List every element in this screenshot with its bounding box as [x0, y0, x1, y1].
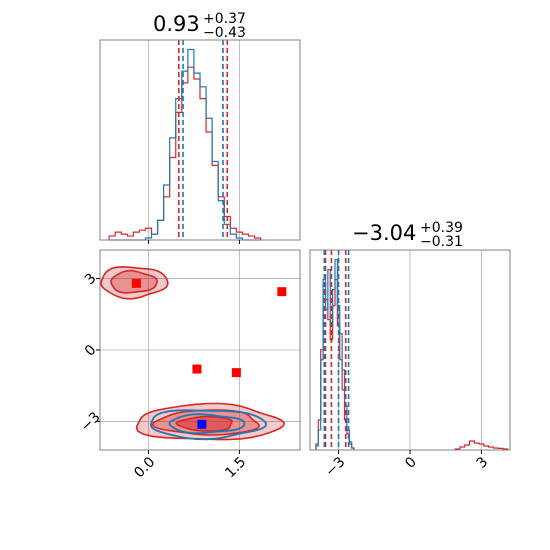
y-tick-label-param2: 3	[82, 270, 100, 288]
scatter-marker	[197, 419, 207, 429]
contour-plot-area	[100, 250, 300, 450]
histogram-param2	[309, 249, 511, 451]
y-tick-label-param2: 0	[82, 342, 100, 360]
contour-param1-param2	[99, 249, 301, 451]
x-tick-label-param1: 1.5	[222, 454, 249, 481]
hist1-frame	[99, 39, 301, 241]
hist2-red-bump	[454, 440, 509, 450]
hist1-series-red	[108, 66, 262, 240]
param2-title: −3.04	[352, 221, 416, 245]
param1-title-sup: +0.37	[203, 11, 246, 27]
contour-blue-level	[150, 409, 268, 441]
x-tick-label-param2: 0	[402, 454, 420, 472]
hist2-series-red	[315, 278, 355, 450]
scatter-marker	[231, 368, 241, 378]
hist1-series-blue	[109, 48, 261, 241]
x-tick-labels-param2: −3 0 3	[323, 450, 492, 480]
param1-title: 0.93	[153, 12, 200, 36]
x-tick-label-param2: 3	[474, 454, 492, 472]
histogram-param1	[99, 39, 301, 241]
param2-title-sup: +0.39	[420, 220, 463, 236]
scatter-marker	[277, 287, 287, 297]
param1-title-sub: −0.43	[203, 25, 246, 41]
scatter-marker	[192, 364, 202, 374]
scatter-marker	[131, 278, 141, 288]
x-tick-label-param1: 0.0	[131, 454, 158, 481]
param2-title-sub: −0.31	[420, 234, 463, 250]
x-tick-label-param2: −3	[323, 454, 349, 480]
contour-blue-level	[168, 413, 246, 434]
